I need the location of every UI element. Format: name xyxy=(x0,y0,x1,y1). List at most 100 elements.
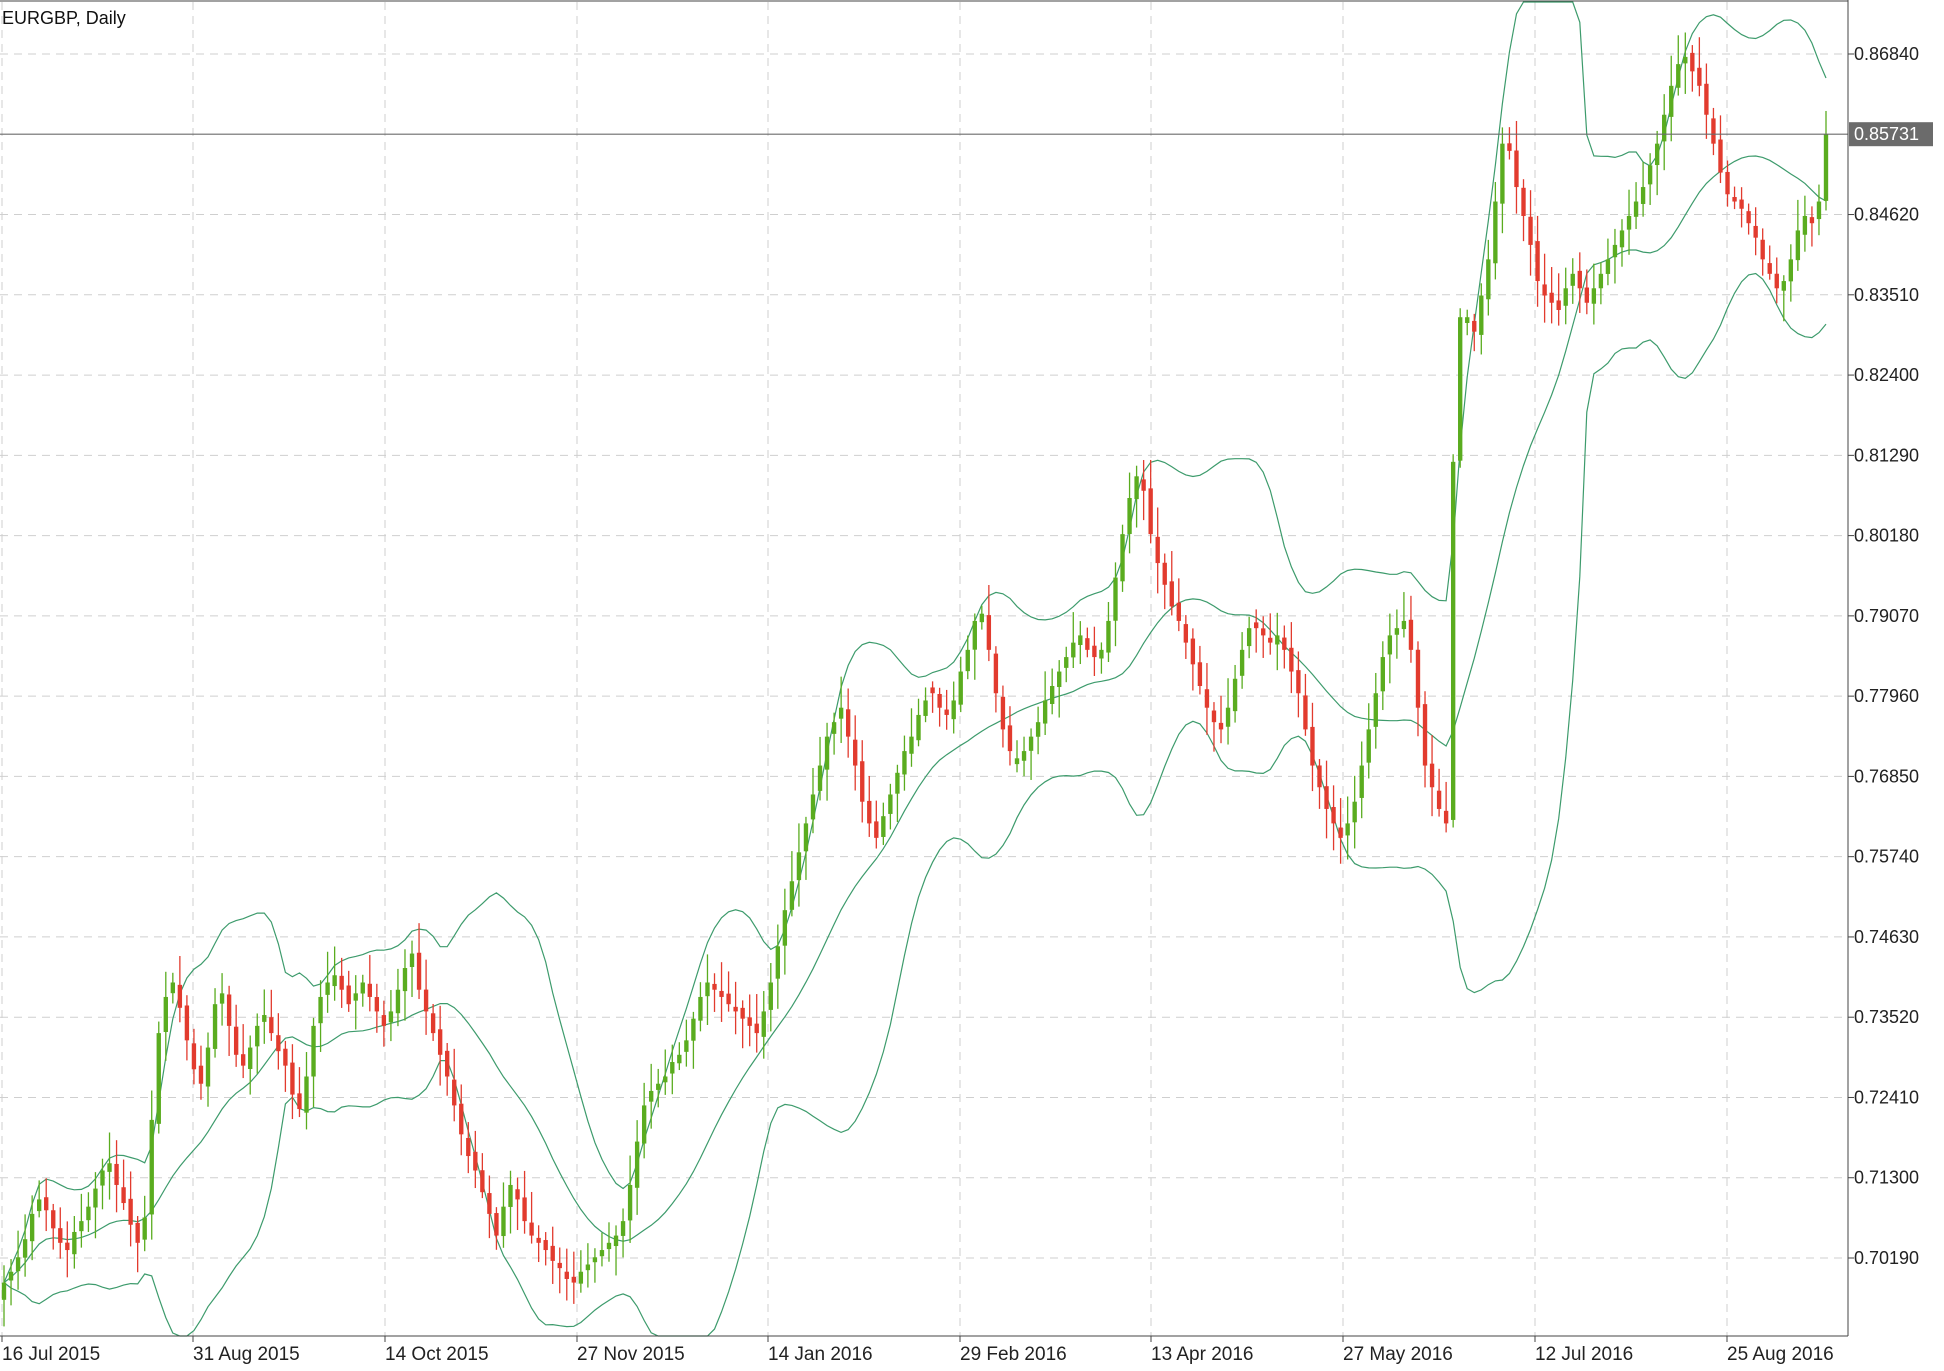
candle-bull xyxy=(8,1271,14,1281)
candle-bull xyxy=(1014,758,1020,765)
axis-layer xyxy=(0,0,1849,1337)
candle-bear xyxy=(198,1065,204,1084)
candle-bull xyxy=(1225,707,1231,727)
candle-bull xyxy=(691,1018,696,1041)
y-tick-label: 0.76850 xyxy=(1854,766,1919,786)
candle-bear xyxy=(1218,722,1224,730)
candle-bear xyxy=(1007,725,1013,752)
candle-bear xyxy=(184,1005,190,1041)
candle-bull xyxy=(318,996,323,1024)
candle-bull xyxy=(15,1257,21,1272)
candle-bull xyxy=(1465,317,1470,324)
candle-bear xyxy=(1718,139,1723,173)
candle-bear xyxy=(529,1222,534,1236)
candle-bear xyxy=(283,1048,288,1066)
candle-bull xyxy=(979,613,985,623)
candle-bear xyxy=(374,997,380,1012)
candle-bull xyxy=(578,1271,584,1284)
candle-bull xyxy=(606,1242,612,1250)
candle-bear xyxy=(1542,284,1547,296)
candle-bear xyxy=(845,709,851,737)
candle-bear xyxy=(121,1187,126,1204)
candle-bull xyxy=(353,993,358,1001)
candle-bull xyxy=(1078,635,1083,646)
candle-bull xyxy=(1387,635,1393,655)
candle-bull xyxy=(916,714,921,741)
candle-bull xyxy=(1683,56,1688,64)
candle-bull xyxy=(1563,288,1568,306)
candle-bull xyxy=(620,1221,626,1236)
candle-bear xyxy=(557,1262,562,1269)
candle-bear xyxy=(1422,704,1428,766)
candle-bear xyxy=(726,993,731,1005)
candle-bull xyxy=(923,700,928,716)
x-tick-label: 12 Jul 2016 xyxy=(1535,1344,1633,1365)
candle-bear xyxy=(754,1023,759,1034)
candle-bear xyxy=(1190,638,1196,665)
candle-bear xyxy=(733,1006,738,1012)
candle-bull xyxy=(1795,230,1801,261)
candle-bear xyxy=(437,1029,443,1055)
candle-bull xyxy=(170,982,176,994)
candle-bull xyxy=(1352,801,1357,823)
candle-bull xyxy=(1359,765,1364,798)
candle-bull xyxy=(1021,751,1027,761)
x-tick-label: 31 Aug 2015 xyxy=(193,1344,300,1365)
candle-bull xyxy=(958,671,963,705)
candle-bear xyxy=(874,821,879,838)
candle-bull xyxy=(29,1213,35,1242)
candle-bull xyxy=(1127,497,1132,534)
x-tick-label: 14 Jan 2016 xyxy=(768,1344,873,1365)
candle-bear xyxy=(297,1093,302,1110)
candle-bull xyxy=(1605,259,1611,274)
candle-bull xyxy=(627,1184,633,1221)
candle-bear xyxy=(522,1197,527,1222)
candles-layer xyxy=(1,32,1829,1327)
candle-bear xyxy=(423,989,429,1012)
candle-bear xyxy=(1507,143,1512,151)
candle-bear xyxy=(1310,726,1315,766)
candle-bear xyxy=(1472,320,1477,332)
candle-bull xyxy=(1232,678,1238,712)
candle-bull xyxy=(796,852,802,881)
candle-bull xyxy=(1071,642,1076,658)
candle-bull xyxy=(508,1184,513,1207)
candle-bull xyxy=(212,1004,218,1049)
y-tick-label: 0.84620 xyxy=(1854,205,1919,225)
candle-bear xyxy=(1303,695,1308,730)
y-tick-label: 0.71300 xyxy=(1854,1168,1919,1188)
candle-bull xyxy=(1500,143,1505,204)
candle-bear xyxy=(930,687,935,694)
candle-bull xyxy=(1662,114,1667,142)
bollinger-middle-band xyxy=(3,155,1827,1284)
candle-bear xyxy=(1521,187,1526,216)
y-tick-label: 0.73520 xyxy=(1854,1007,1919,1027)
candle-bull xyxy=(1035,722,1041,737)
y-tick-label: 0.83510 xyxy=(1854,285,1919,305)
candle-bear xyxy=(177,984,183,1008)
candle-bull xyxy=(1570,273,1575,286)
candle-bull xyxy=(1049,686,1055,704)
candle-bear xyxy=(543,1240,548,1251)
candle-bear xyxy=(1296,670,1301,694)
candle-bull xyxy=(395,989,401,1014)
candle-bear xyxy=(1324,786,1329,809)
candle-bull xyxy=(895,772,900,794)
candle-bear xyxy=(1514,150,1519,188)
candle-bear xyxy=(1760,239,1765,260)
candle-bear xyxy=(986,615,992,650)
candle-bear xyxy=(515,1189,520,1200)
candle-bull xyxy=(1591,288,1597,304)
candle-bull xyxy=(1120,534,1125,582)
x-tick-label: 27 Nov 2015 xyxy=(577,1344,685,1365)
candle-bear xyxy=(1261,628,1266,636)
candle-bear xyxy=(51,1210,56,1229)
candle-bull xyxy=(670,1062,675,1074)
candle-bear xyxy=(719,990,724,997)
candle-bull xyxy=(775,946,781,979)
candle-bear xyxy=(58,1228,63,1243)
candle-bull xyxy=(332,975,337,987)
candle-bear xyxy=(191,1043,197,1070)
candle-bear xyxy=(1141,479,1146,491)
